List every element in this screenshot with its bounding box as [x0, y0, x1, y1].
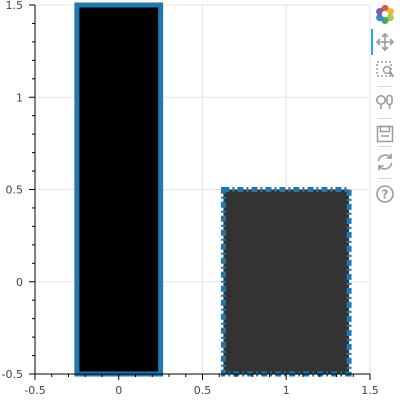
save-icon[interactable]	[374, 123, 396, 145]
y-tick-label: 1	[16, 91, 23, 104]
y-tick-label: -0.5	[2, 368, 23, 381]
y-tick-label: 0.5	[6, 184, 24, 197]
axes: -0.5 0 0.5 1 1.5 -0.5 0 0.5 1 1.5	[2, 0, 379, 397]
help-icon[interactable]: ?	[374, 183, 396, 205]
x-tick-label: 1	[283, 384, 290, 397]
pan-icon[interactable]	[374, 31, 396, 53]
toolbar-separator	[378, 118, 392, 119]
y-tick-label: 0	[16, 276, 23, 289]
reset-icon[interactable]	[374, 151, 396, 173]
x-tick-label: -0.5	[24, 384, 45, 397]
toolbar-separator	[378, 146, 392, 147]
box-zoom-icon[interactable]	[374, 59, 396, 81]
bar-1	[74, 2, 164, 377]
wheel-zoom-icon[interactable]	[374, 91, 396, 113]
x-tick-label: 0	[115, 384, 122, 397]
toolbar-separator	[378, 86, 392, 87]
svg-text:?: ?	[382, 188, 389, 202]
x-tick-label: 0.5	[194, 384, 212, 397]
bar-2	[220, 187, 352, 377]
x-tick-label: 1.5	[361, 384, 379, 397]
y-tick-label: 1.5	[6, 0, 24, 12]
active-tool-indicator	[371, 29, 373, 55]
bars-layer	[74, 2, 352, 377]
toolbar: ?	[370, 0, 400, 210]
bokeh-logo-icon[interactable]	[374, 3, 396, 25]
toolbar-separator	[378, 178, 392, 179]
